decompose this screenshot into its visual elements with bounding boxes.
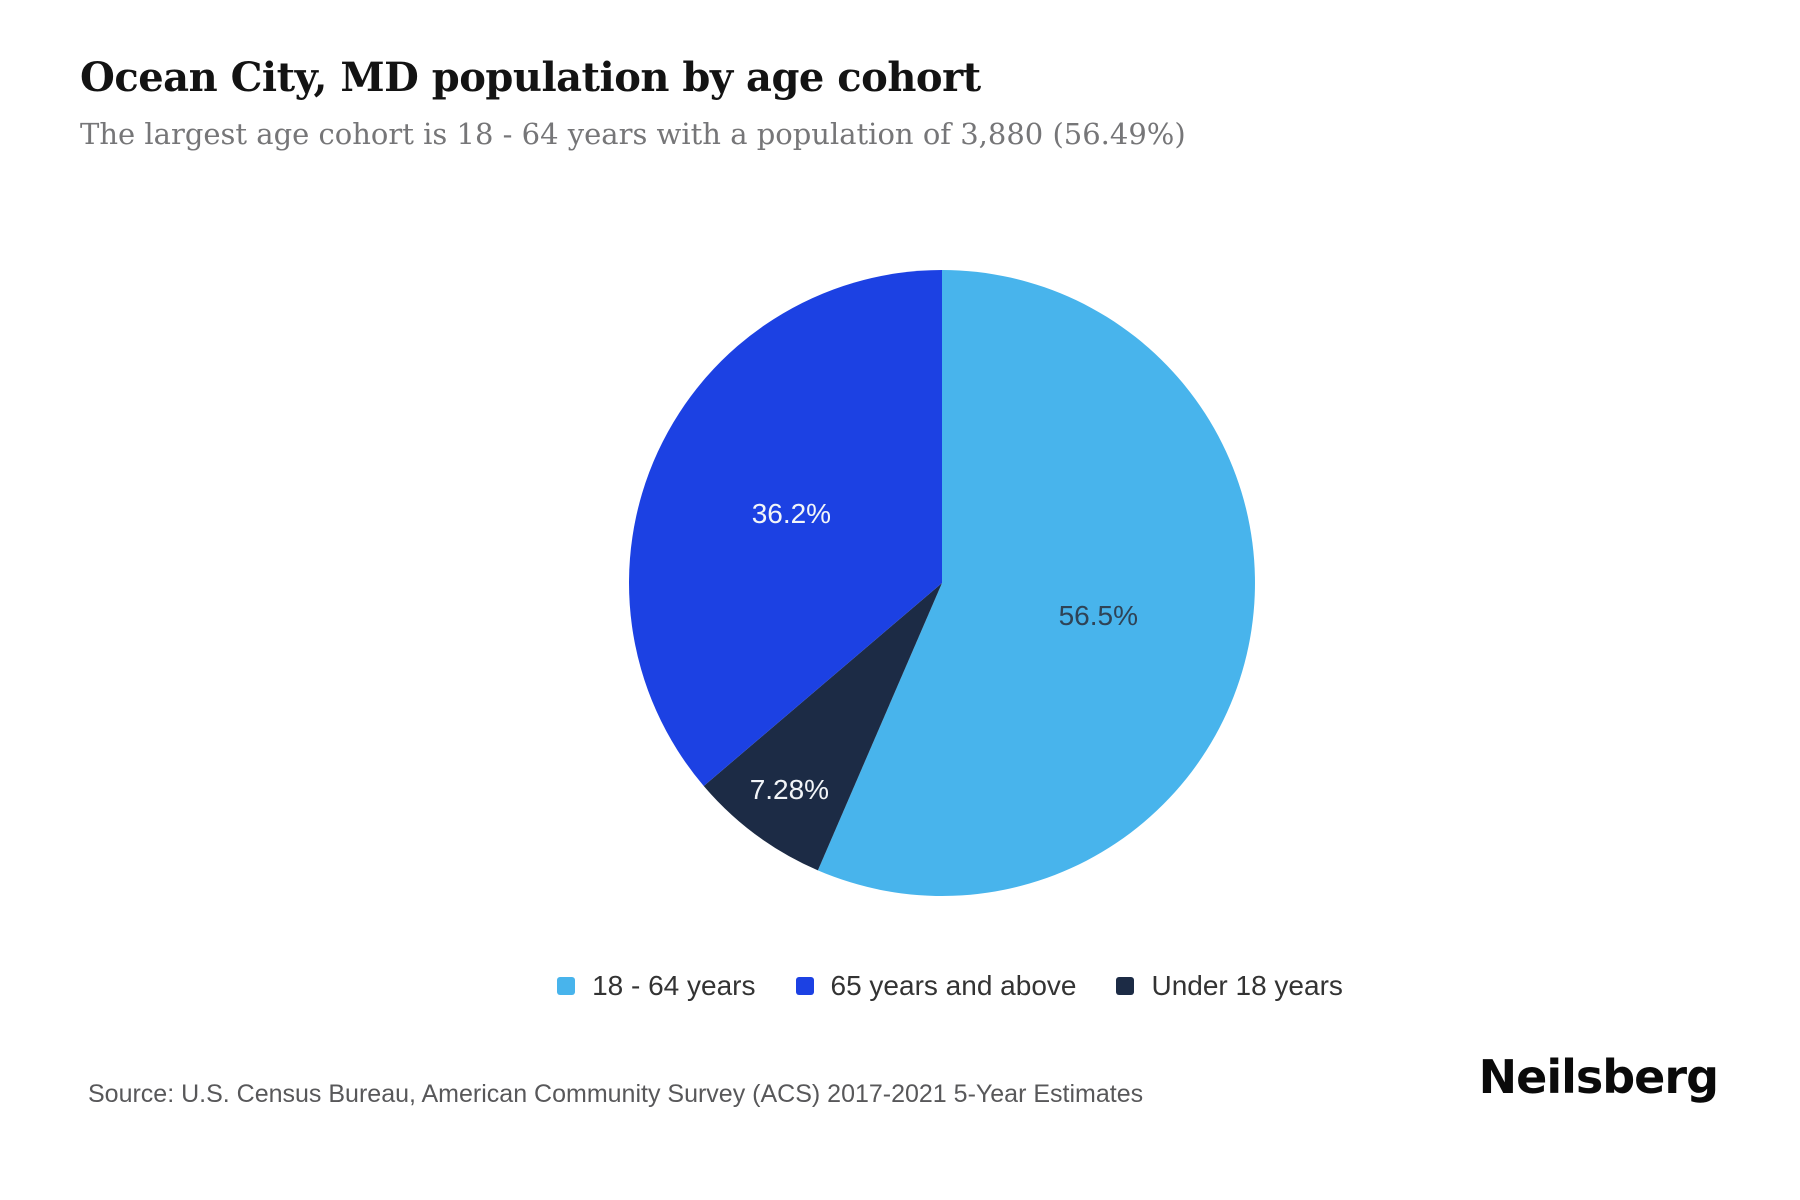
pie-slice-percentage-label: 56.5% (1059, 600, 1138, 631)
legend-item-65-years-and-above[interactable]: 65 years and above (795, 970, 1077, 1002)
pie-chart-area: 56.5% 7.28% 36.2% (592, 233, 1292, 933)
legend-label: 18 - 64 years (592, 970, 756, 1001)
page-title: Ocean City, MD population by age cohort (80, 54, 981, 101)
legend-item-under-18-years[interactable]: Under 18 years (1116, 970, 1343, 1002)
legend-swatch-icon (1116, 977, 1135, 995)
legend-swatch-icon (557, 977, 576, 995)
pie-slice-percentage-label: 36.2% (752, 498, 831, 529)
pie-slice[interactable] (703, 583, 942, 871)
legend-label: 65 years and above (830, 970, 1077, 1001)
pie-slice[interactable] (629, 270, 942, 786)
legend-swatch-icon (795, 977, 814, 995)
neilsberg-logo: Neilsberg (1478, 1050, 1719, 1104)
pie-chart: 56.5% 7.28% 36.2% (629, 270, 1255, 896)
chart-legend: 18 - 64 years 65 years and above Under 1… (100, 970, 1800, 1002)
legend-label: Under 18 years (1151, 970, 1343, 1001)
legend-item-18-64-years[interactable]: 18 - 64 years (557, 970, 756, 1002)
pie-slice-percentage-label: 7.28% (750, 774, 829, 805)
page-subtitle: The largest age cohort is 18 - 64 years … (80, 117, 1186, 151)
source-attribution: Source: U.S. Census Bureau, American Com… (88, 1080, 1144, 1108)
pie-slice[interactable] (817, 270, 1255, 896)
